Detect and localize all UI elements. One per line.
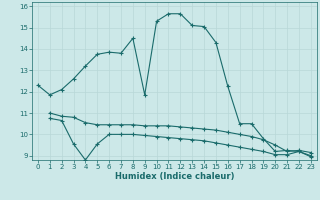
X-axis label: Humidex (Indice chaleur): Humidex (Indice chaleur): [115, 172, 234, 181]
